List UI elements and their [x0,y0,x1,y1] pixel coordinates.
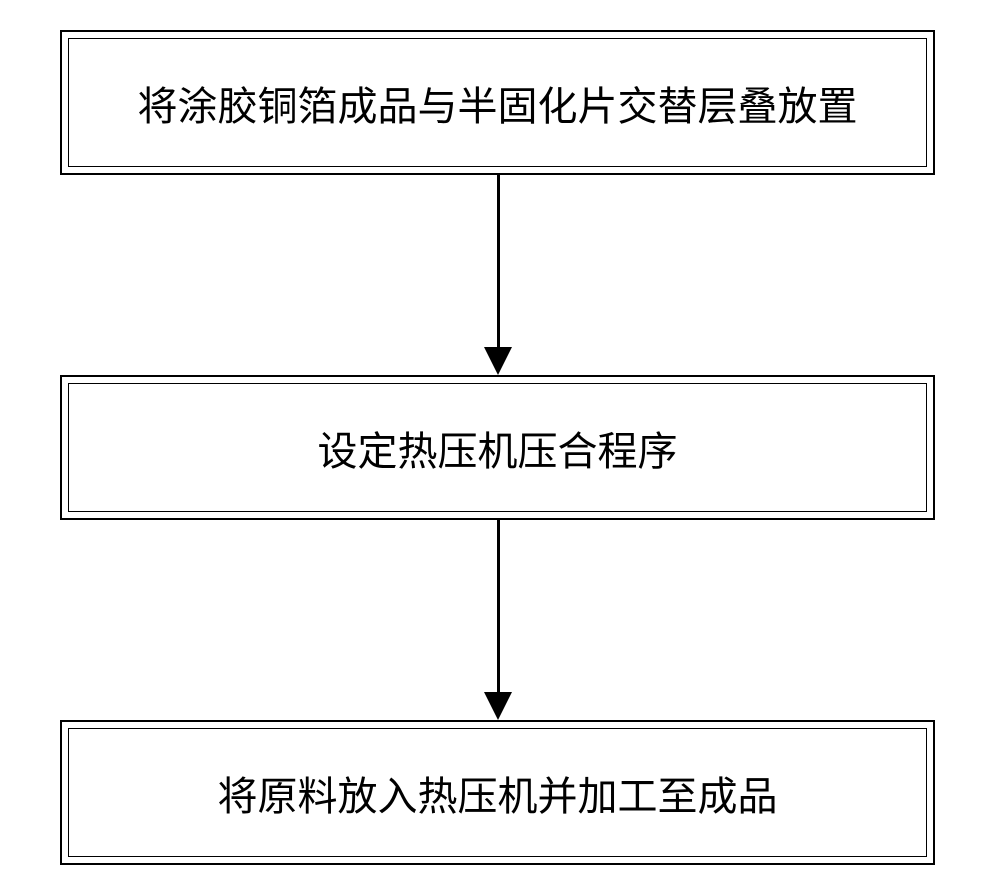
flowchart-canvas: 将涂胶铜箔成品与半固化片交替层叠放置 设定热压机压合程序 将原料放入热压机并加工… [0,0,1000,885]
flow-step-3-label: 将原料放入热压机并加工至成品 [218,764,778,822]
arrow-1-line [497,175,500,347]
arrow-1-head [484,347,512,375]
flow-step-2: 设定热压机压合程序 [60,375,935,520]
flow-step-2-label: 设定热压机压合程序 [318,419,678,477]
flow-step-1: 将涂胶铜箔成品与半固化片交替层叠放置 [60,30,935,175]
flow-step-3: 将原料放入热压机并加工至成品 [60,720,935,865]
arrow-2-line [497,520,500,692]
flow-step-1-label: 将涂胶铜箔成品与半固化片交替层叠放置 [138,74,858,132]
arrow-2-head [484,692,512,720]
